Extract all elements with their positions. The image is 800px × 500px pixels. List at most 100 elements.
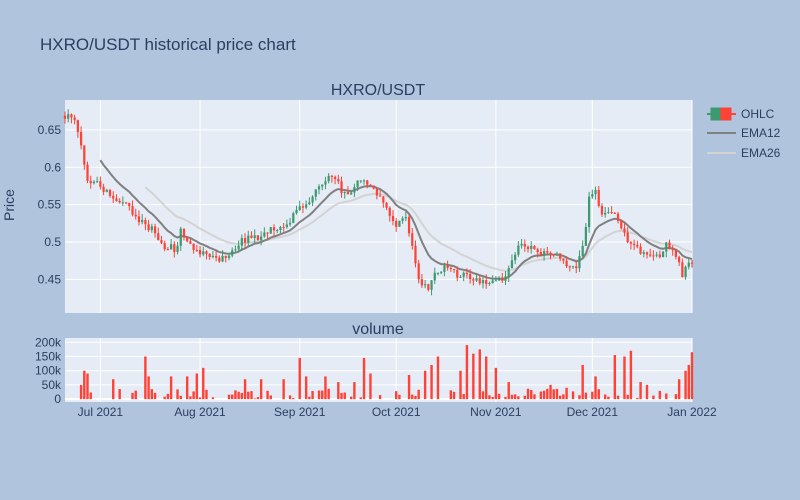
candle-decreasing bbox=[243, 233, 247, 248]
volume-bar bbox=[83, 370, 86, 400]
legend-ohlc-decreasing-swatch bbox=[720, 107, 732, 121]
candle-body bbox=[469, 274, 472, 280]
candle-body bbox=[327, 175, 330, 182]
candle-body bbox=[186, 237, 189, 242]
candle-decreasing bbox=[137, 210, 141, 226]
price-tick-label: 0.55 bbox=[38, 198, 62, 212]
candle-decreasing bbox=[63, 111, 67, 124]
candle-body bbox=[144, 220, 147, 225]
ema12-series bbox=[99, 159, 693, 281]
candle-increasing bbox=[231, 247, 234, 258]
candle-increasing bbox=[298, 200, 301, 211]
candle-body bbox=[674, 250, 678, 257]
candle-decreasing bbox=[620, 219, 623, 230]
volume-bar bbox=[269, 395, 272, 400]
candle-body bbox=[562, 258, 565, 261]
candle-body bbox=[417, 263, 420, 280]
volume-bar bbox=[311, 391, 314, 400]
candle-increasing bbox=[443, 262, 446, 277]
candle-decreasing bbox=[636, 240, 639, 249]
candle-increasing bbox=[661, 250, 665, 258]
candle-body bbox=[375, 188, 379, 196]
candle-body bbox=[678, 256, 681, 263]
volume-bar bbox=[578, 395, 581, 400]
legend-item-ohlc[interactable]: OHLC bbox=[707, 107, 775, 121]
volume-bar bbox=[304, 376, 308, 400]
candle-increasing bbox=[227, 253, 231, 261]
candle-body bbox=[70, 114, 73, 118]
candle-body bbox=[639, 246, 642, 254]
candle-body bbox=[510, 260, 514, 269]
candle-decreasing bbox=[449, 266, 452, 272]
candle-increasing bbox=[430, 279, 433, 296]
candle-body bbox=[616, 213, 620, 221]
candle-body bbox=[202, 251, 205, 255]
legend-item-ema12[interactable]: EMA12 bbox=[707, 126, 781, 140]
candle-body bbox=[629, 242, 633, 244]
candle-increasing bbox=[362, 179, 366, 185]
candle-increasing bbox=[179, 226, 182, 251]
candle-decreasing bbox=[182, 228, 186, 241]
ema26-series bbox=[144, 186, 693, 272]
candle-decreasing bbox=[108, 188, 112, 198]
candle-body bbox=[86, 164, 89, 181]
candle-decreasing bbox=[76, 119, 79, 138]
volume-tick-label: 200k bbox=[35, 335, 62, 349]
candle-body bbox=[227, 255, 231, 258]
candle-increasing bbox=[578, 250, 581, 272]
candle-body bbox=[353, 187, 356, 193]
candle-body bbox=[456, 269, 459, 278]
candle-increasing bbox=[105, 188, 108, 193]
ema12-line bbox=[99, 159, 693, 281]
candle-increasing bbox=[594, 186, 597, 200]
candle-increasing bbox=[604, 207, 607, 218]
candle-body bbox=[671, 249, 674, 251]
date-tick-label: Dec 2021 bbox=[567, 405, 619, 419]
candle-body bbox=[440, 271, 443, 273]
candle-decreasing bbox=[668, 239, 671, 250]
gridlines bbox=[65, 100, 693, 402]
volume-bar bbox=[378, 395, 382, 400]
candle-body bbox=[661, 251, 665, 258]
candle-body bbox=[424, 284, 427, 286]
candle-body bbox=[514, 254, 517, 261]
candle-increasing bbox=[353, 183, 356, 198]
candle-increasing bbox=[433, 267, 436, 285]
candle-body bbox=[292, 213, 295, 223]
candle-decreasing bbox=[102, 183, 105, 196]
candle-body bbox=[620, 220, 623, 229]
candle-body bbox=[231, 250, 234, 256]
candle-body bbox=[414, 245, 417, 264]
candle-body bbox=[449, 267, 452, 270]
candle-increasing bbox=[491, 275, 494, 284]
volume-bar bbox=[684, 370, 687, 400]
candle-body bbox=[378, 195, 382, 197]
candle-body bbox=[305, 204, 308, 208]
candle-body bbox=[533, 245, 536, 250]
candle-increasing bbox=[295, 205, 298, 215]
volume-bar bbox=[198, 397, 202, 400]
candle-body bbox=[369, 184, 372, 186]
candle-body bbox=[128, 202, 131, 207]
candle-decreasing bbox=[112, 191, 115, 204]
candle-body bbox=[263, 232, 266, 237]
candle-body bbox=[301, 206, 305, 208]
volume-bar bbox=[488, 395, 491, 400]
candle-body bbox=[681, 262, 684, 278]
candle-body bbox=[333, 176, 337, 179]
volume-bar bbox=[639, 382, 642, 400]
candle-increasing bbox=[571, 265, 575, 269]
candle-increasing bbox=[684, 265, 687, 280]
volume-bar bbox=[581, 365, 584, 400]
volume-bar bbox=[645, 384, 649, 400]
candle-decreasing bbox=[224, 255, 227, 263]
volume-bar bbox=[343, 392, 346, 400]
candle-body bbox=[372, 185, 375, 189]
candle-decreasing bbox=[250, 231, 253, 239]
candle-body bbox=[205, 251, 208, 254]
legend-item-ema26[interactable]: EMA26 bbox=[707, 146, 781, 160]
volume-bar bbox=[247, 391, 250, 400]
candle-body bbox=[176, 245, 179, 252]
volume-bar bbox=[546, 388, 549, 400]
candle-body bbox=[346, 191, 350, 195]
